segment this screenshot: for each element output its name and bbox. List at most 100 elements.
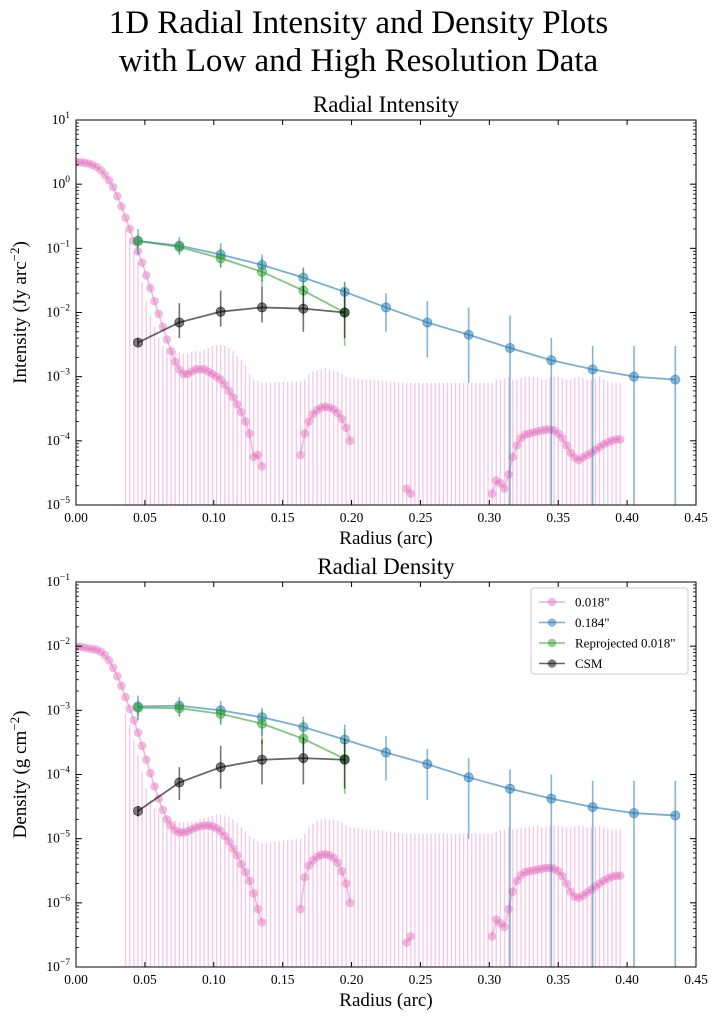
data-point-lowres xyxy=(629,808,640,819)
x-tick-label: 0.20 xyxy=(340,510,364,525)
y-tick-label: 10−5 xyxy=(46,830,70,846)
data-point-highres xyxy=(245,876,254,886)
legend-label: Reprojected 0.018" xyxy=(575,636,676,651)
series-line-csm xyxy=(137,757,345,812)
x-tick-label: 0.00 xyxy=(64,972,88,987)
data-point-highres xyxy=(241,417,250,426)
series-line-lowres xyxy=(137,240,676,381)
data-point-csm xyxy=(215,306,226,317)
data-point-csm xyxy=(298,303,309,314)
data-point-highres xyxy=(232,400,242,409)
data-point-highres xyxy=(500,484,509,493)
data-point-highres xyxy=(162,335,172,344)
data-point-highres xyxy=(170,357,180,367)
chart-1: Radial Intensity Radius (arc) Intensity (J… xyxy=(7,92,708,549)
data-point-csm xyxy=(256,302,267,313)
series-line-lowres xyxy=(137,704,676,817)
data-point-reprojected xyxy=(215,708,226,719)
series-line-highres xyxy=(76,161,263,467)
legend-marker xyxy=(547,659,557,668)
data-point-highres xyxy=(487,489,497,499)
chart-2: Radial Density Radius (arc) Density (g cm−… xyxy=(7,554,708,1011)
chart-title: Radial Density xyxy=(317,554,455,579)
x-tick-label: 0.30 xyxy=(478,510,502,525)
data-point-highres xyxy=(129,715,139,725)
data-point-highres xyxy=(137,741,147,751)
x-tick-label: 0.20 xyxy=(340,972,364,987)
data-point-highres xyxy=(504,470,513,479)
data-point-highres xyxy=(141,755,151,765)
data-point-highres xyxy=(104,656,114,665)
data-point-highres xyxy=(304,417,314,426)
series-line-highres xyxy=(76,645,263,923)
data-point-highres xyxy=(253,904,263,914)
data-point-highres xyxy=(296,904,305,914)
data-point-reprojected xyxy=(256,266,267,277)
y-axis-label: Intensity (Jy arc−2) xyxy=(7,241,31,384)
y-tick-label: 10−4 xyxy=(46,766,70,782)
y-axis-label: Density (g cm−2) xyxy=(7,711,31,839)
data-point-highres xyxy=(125,704,135,714)
data-point-highres xyxy=(257,462,267,471)
data-point-csm xyxy=(256,754,267,765)
x-axis-label: Radius (arc) xyxy=(339,990,432,1011)
x-tick-label: 0.25 xyxy=(409,972,433,987)
data-point-lowres xyxy=(463,329,474,340)
x-tick-label: 0.30 xyxy=(478,972,502,987)
data-point-lowres xyxy=(546,793,557,804)
data-point-reprojected xyxy=(132,702,143,713)
data-point-highres xyxy=(504,904,513,914)
data-point-lowres xyxy=(629,371,640,382)
data-point-highres xyxy=(615,871,625,880)
x-tick-label: 0.35 xyxy=(546,510,570,525)
data-point-highres xyxy=(333,858,343,868)
data-point-highres xyxy=(150,296,159,306)
data-point-highres xyxy=(245,429,254,438)
data-point-highres xyxy=(137,258,147,267)
data-point-highres xyxy=(220,380,230,389)
data-point-csm xyxy=(174,317,185,328)
data-point-reprojected xyxy=(174,703,185,714)
y-tick-label: 10−3 xyxy=(46,368,70,384)
data-point-reprojected xyxy=(174,241,185,252)
data-point-highres xyxy=(113,191,122,201)
legend-box xyxy=(530,587,689,675)
data-point-highres xyxy=(345,898,355,908)
data-point-highres xyxy=(121,692,130,702)
y-tick-label: 10−1 xyxy=(46,573,70,589)
data-point-highres xyxy=(228,844,238,853)
x-tick-label: 0.05 xyxy=(133,510,157,525)
data-point-highres xyxy=(512,441,522,450)
data-point-highres xyxy=(562,441,571,450)
data-point-highres xyxy=(249,889,259,898)
data-point-highres xyxy=(104,175,114,185)
data-point-highres xyxy=(125,224,135,234)
data-point-highres xyxy=(345,436,355,446)
data-point-highres xyxy=(224,837,234,846)
data-point-highres xyxy=(141,270,151,280)
data-point-lowres xyxy=(422,759,433,770)
legend-label: CSM xyxy=(575,656,603,671)
series-line-highres xyxy=(491,428,621,494)
series-line-reprojected xyxy=(137,240,346,314)
data-point-csm xyxy=(298,753,309,764)
data-point-highres xyxy=(241,867,250,877)
data-point-highres xyxy=(487,932,497,941)
x-tick-label: 0.25 xyxy=(409,510,433,525)
data-point-highres xyxy=(237,407,246,417)
legend-label: 0.018" xyxy=(575,595,610,610)
y-tick-label: 10−6 xyxy=(46,894,70,910)
y-tick-label: 10−3 xyxy=(46,701,70,717)
data-point-highres xyxy=(117,202,126,211)
data-point-highres xyxy=(154,794,163,803)
x-tick-label: 0.00 xyxy=(64,510,88,525)
x-tick-label: 0.40 xyxy=(615,510,639,525)
data-point-highres xyxy=(341,879,351,888)
data-point-highres xyxy=(108,182,118,192)
data-point-lowres xyxy=(422,317,433,328)
x-tick-label: 0.10 xyxy=(202,510,226,525)
data-point-highres xyxy=(113,671,122,681)
data-point-highres xyxy=(228,392,238,402)
y-tick-label: 10−2 xyxy=(46,637,70,653)
data-point-reprojected xyxy=(256,718,267,729)
